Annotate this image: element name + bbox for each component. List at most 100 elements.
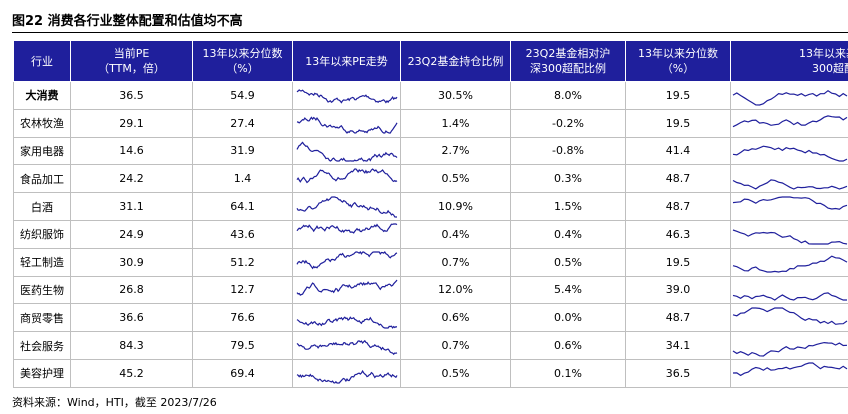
table-cell: 31.1 <box>70 192 193 221</box>
sparkline-cell <box>292 108 401 138</box>
table-cell: 0.4% <box>400 219 511 249</box>
sparkline-path <box>732 341 848 357</box>
sparkline-cell <box>292 275 401 305</box>
table-cell: 12.7 <box>192 275 293 305</box>
table-cell: 1.4% <box>400 108 511 138</box>
sparkline <box>732 292 847 301</box>
table-cell: 79.5 <box>192 331 293 360</box>
table-cell: 0.5% <box>510 247 626 277</box>
sparkline <box>296 116 398 135</box>
table-cell: 64.1 <box>192 192 293 221</box>
sparkline-path <box>295 251 397 270</box>
table-cell: 白酒 <box>13 192 71 221</box>
column-header: 23Q2基金持仓比例 <box>400 40 511 82</box>
sparkline-path <box>732 145 848 162</box>
table-cell: 0.1% <box>510 358 626 388</box>
header-row: 行业 当前PE （TTM，倍） 13年以来分位数 （%） 13年以来PE走势 23Q2基金持… <box>13 40 848 82</box>
sparkline-path <box>296 339 397 355</box>
table-cell: 34.1 <box>625 331 731 360</box>
table-row: 医药生物 26.8 12.7 12.0% 5.4% 39.0 <box>13 275 848 305</box>
sparkline-cell <box>292 331 401 360</box>
column-header: 13年以来PE走势 <box>292 40 401 82</box>
header-line: 13年以来分位数 <box>202 47 283 60</box>
sparkline-path <box>732 362 848 377</box>
sparkline-cell <box>292 247 401 277</box>
table-cell: 48.7 <box>625 192 731 221</box>
header-line: 13年以来基金相对沪深 <box>799 47 848 60</box>
table-cell: 0.7% <box>400 247 511 277</box>
sparkline-cell <box>730 303 848 333</box>
sparkline-path <box>732 195 848 210</box>
sparkline-cell <box>292 358 401 388</box>
sparkline <box>732 362 848 377</box>
table-cell: 84.3 <box>70 331 193 360</box>
column-header: 当前PE （TTM，倍） <box>70 40 193 82</box>
table-cell: 27.4 <box>192 108 293 138</box>
table-row: 食品加工 24.2 1.4 0.5% 0.3% 48.7 <box>13 164 848 194</box>
sparkline-path <box>296 279 397 296</box>
table-cell: 24.2 <box>70 164 193 194</box>
sparkline-cell <box>730 136 848 166</box>
table-cell: 8.0% <box>510 81 626 110</box>
table-cell: 48.7 <box>625 164 731 194</box>
table-cell: 轻工制造 <box>13 247 71 277</box>
header-line: （TTM，倍） <box>98 62 165 75</box>
column-header: 行业 <box>13 40 71 82</box>
sparkline-path <box>732 115 848 128</box>
sparkline <box>296 167 397 184</box>
table-cell: 5.4% <box>510 275 626 305</box>
column-header: 13年以来基金相对沪深 300超配比例变动 <box>730 40 848 82</box>
table-cell: 19.5 <box>625 81 731 110</box>
sparkline-path <box>295 195 397 218</box>
column-header: 13年以来分位数 （%） <box>625 40 731 82</box>
sparkline <box>732 229 848 245</box>
table-cell: 农林牧渔 <box>13 108 71 138</box>
table-cell: 家用电器 <box>13 136 71 166</box>
table-cell: 纺织服饰 <box>13 219 71 249</box>
sparkline <box>296 370 398 385</box>
sparkline <box>732 179 848 190</box>
sparkline-path <box>296 370 398 385</box>
table-row: 商贸零售 36.6 76.6 0.6% 0.0% 48.7 <box>13 303 848 333</box>
column-header: 23Q2基金相对沪 深300超配比例 <box>510 40 626 82</box>
header-line: 13年以来分位数 <box>638 47 718 60</box>
sparkline-cell <box>730 81 848 110</box>
sparkline-cell <box>730 275 848 305</box>
sparkline-cell <box>730 192 848 221</box>
table-body: 大消费 36.5 54.9 30.5% 8.0% 19.5 农林牧渔 29.1 27.4 1.4%… <box>13 81 848 388</box>
sparkline-path <box>732 179 848 190</box>
table-cell: 0.0% <box>510 303 626 333</box>
table-cell: 1.5% <box>510 192 626 221</box>
header-line: （%） <box>661 62 695 75</box>
sparkline <box>732 115 848 128</box>
table-cell: 美容护理 <box>13 358 71 388</box>
table-cell: 36.5 <box>70 81 193 110</box>
table-cell: 29.1 <box>70 108 193 138</box>
sparkline <box>732 255 848 273</box>
sparkline <box>296 89 397 105</box>
table-cell: 39.0 <box>625 275 731 305</box>
sparkline-path <box>296 316 397 329</box>
table-cell: 30.9 <box>70 247 193 277</box>
header-line: 当前PE <box>113 47 150 60</box>
sparkline-cell <box>292 219 401 249</box>
column-header: 13年以来分位数 （%） <box>192 40 293 82</box>
sparkline-cell <box>730 219 848 249</box>
table-cell: 0.4% <box>510 219 626 249</box>
sparkline-cell <box>730 164 848 194</box>
table-cell: 0.6% <box>510 331 626 360</box>
table-cell: -0.8% <box>510 136 626 166</box>
table-cell: 大消费 <box>13 81 71 110</box>
table-cell: 2.7% <box>400 136 511 166</box>
header-line: 23Q2基金相对沪 <box>525 47 611 60</box>
sparkline-path <box>296 116 398 135</box>
table-cell: 医药生物 <box>13 275 71 305</box>
sparkline <box>296 339 397 355</box>
table-cell: 0.5% <box>400 358 511 388</box>
sparkline-cell <box>292 164 401 194</box>
table-cell: 12.0% <box>400 275 511 305</box>
table-row: 农林牧渔 29.1 27.4 1.4% -0.2% 19.5 <box>13 108 848 138</box>
sparkline-cell <box>292 136 401 166</box>
sparkline-path <box>296 89 397 105</box>
